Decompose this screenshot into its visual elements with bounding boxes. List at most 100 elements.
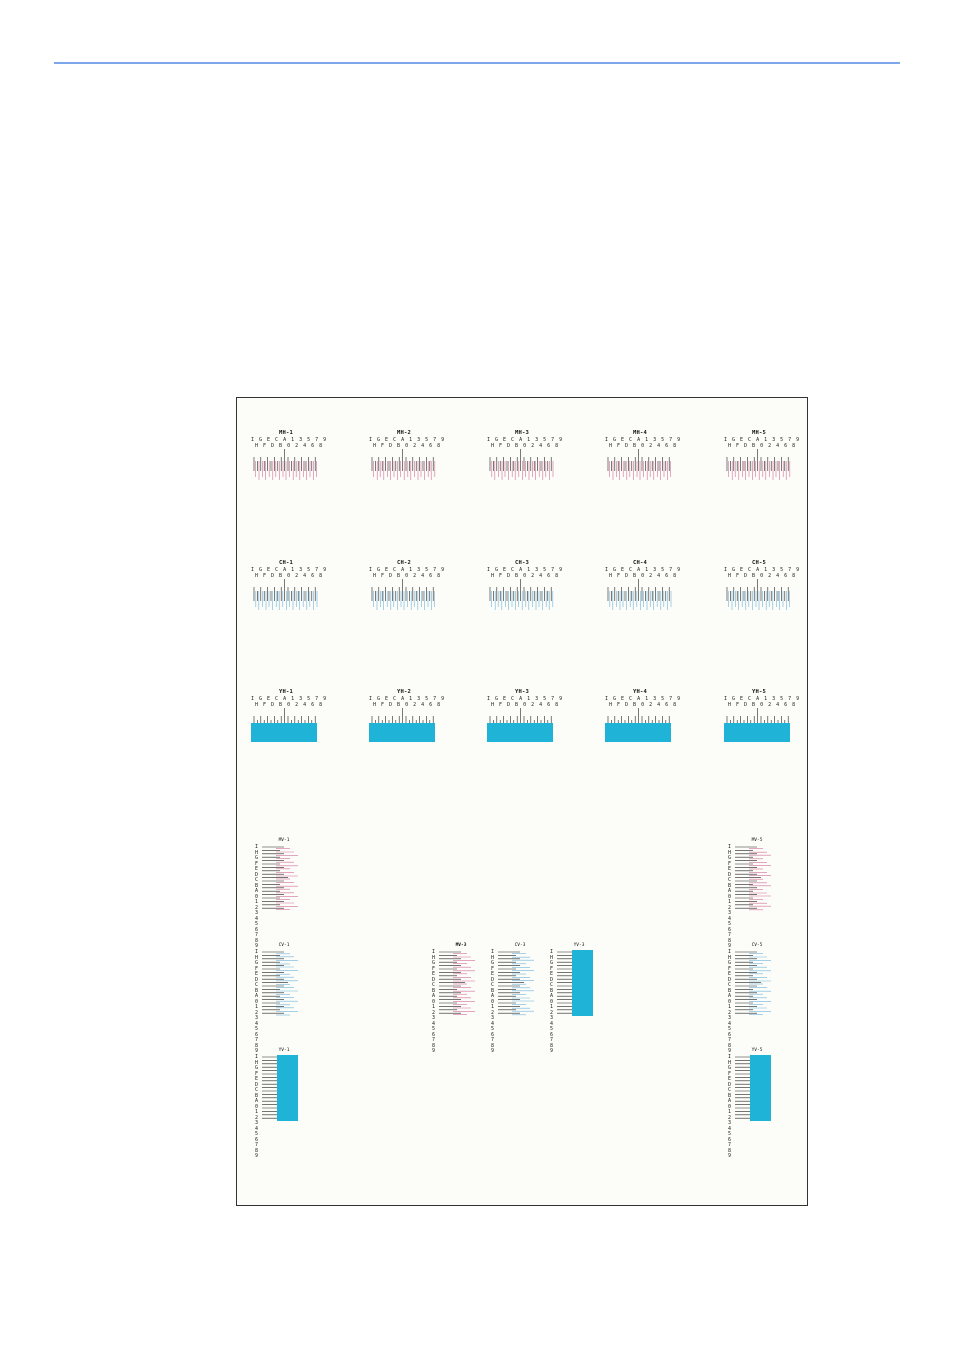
pattern-label: YV-1 [278,1048,290,1053]
scale-row-1: I G E C A 1 3 5 7 9 [605,437,682,443]
line-pattern [607,449,671,480]
line-pattern [605,708,671,742]
scale-row-2: H F D B 0 2 4 6 8 [728,443,797,449]
line-pattern [724,708,790,742]
scale-row-2: H F D B 0 2 4 6 8 [609,443,678,449]
scale-letters: I H G F E D C B A 0 1 2 3 4 5 6 7 8 9 [255,844,259,949]
scale-row-1: I G E C A 1 3 5 7 9 [251,437,328,443]
pattern-yh-1: YH-1 I G E C A 1 3 5 7 9 H F D B 0 2 4 6… [251,689,326,749]
scale-row-1: I G E C A 1 3 5 7 9 [724,696,801,702]
scale-letters: I H G F E D C B A 0 1 2 3 4 5 6 7 8 9 [255,1054,259,1159]
pattern-cv-3: CV-3 I H G F E D C B A 0 1 2 3 4 5 6 7 8… [491,943,541,1054]
scale-row-2: H F D B 0 2 4 6 8 [373,702,442,708]
pattern-label: CH-4 [632,560,648,566]
pattern-label: YV-5 [751,1048,763,1053]
pattern-label: YH-4 [632,689,648,695]
line-pattern [489,579,554,610]
pattern-yh-5: YH-5 I G E C A 1 3 5 7 9 H F D B 0 2 4 6… [724,689,799,749]
scale-row-1: I G E C A 1 3 5 7 9 [369,437,446,443]
line-pattern [371,449,436,480]
pattern-label: MV-5 [751,838,763,843]
line-pattern [369,708,435,742]
scale-row-2: H F D B 0 2 4 6 8 [609,573,678,579]
scale-row-2: H F D B 0 2 4 6 8 [728,573,797,579]
line-pattern [498,951,534,1016]
line-pattern [251,708,317,742]
line-pattern [262,1055,298,1121]
pattern-label: YV-3 [573,943,585,948]
scale-letters: I H G F E D C B A 0 1 2 3 4 5 6 7 8 9 [550,949,554,1054]
scale-row-1: I G E C A 1 3 5 7 9 [251,567,328,573]
scale-letters: I H G F E D C B A 0 1 2 3 4 5 6 7 8 9 [432,949,436,1054]
pattern-mh-3: MH-3 I G E C A 1 3 5 7 9 H F D B 0 2 4 6… [487,430,562,490]
pattern-label: YH-1 [278,689,294,695]
pattern-mh-4: MH-4 I G E C A 1 3 5 7 9 H F D B 0 2 4 6… [605,430,680,490]
line-pattern [735,846,771,911]
pattern-mh-2: MH-2 I G E C A 1 3 5 7 9 H F D B 0 2 4 6… [369,430,444,490]
scale-letters: I H G F E D C B A 0 1 2 3 4 5 6 7 8 9 [728,949,732,1054]
pattern-label: MV-1 [278,838,290,843]
scale-row-1: I G E C A 1 3 5 7 9 [369,567,446,573]
pattern-ch-4: CH-4 I G E C A 1 3 5 7 9 H F D B 0 2 4 6… [605,560,680,620]
scale-row-2: H F D B 0 2 4 6 8 [255,573,324,579]
pattern-yh-4: YH-4 I G E C A 1 3 5 7 9 H F D B 0 2 4 6… [605,689,680,749]
scale-row-1: I G E C A 1 3 5 7 9 [605,696,682,702]
pattern-label: CV-5 [751,943,763,948]
line-pattern [726,449,791,480]
pattern-label: MH-5 [751,430,767,436]
line-pattern [487,708,553,742]
pattern-cv-5: CV-5 I H G F E D C B A 0 1 2 3 4 5 6 7 8… [728,943,778,1054]
line-pattern [262,846,298,910]
pattern-label: YH-2 [396,689,412,695]
scale-letters: I H G F E D C B A 0 1 2 3 4 5 6 7 8 9 [728,1054,732,1159]
pattern-yv-1: YV-1 I H G F E D C B A 0 1 2 3 4 5 6 7 8… [255,1048,305,1159]
line-pattern [735,1055,771,1121]
pattern-label: MH-2 [396,430,412,436]
header-rule [54,62,900,64]
line-pattern [489,449,554,480]
pattern-ch-2: CH-2 I G E C A 1 3 5 7 9 H F D B 0 2 4 6… [369,560,444,620]
scale-row-1: I G E C A 1 3 5 7 9 [724,437,801,443]
pattern-label: CV-3 [514,943,526,948]
pattern-label: MH-3 [514,430,530,436]
pattern-yh-2: YH-2 I G E C A 1 3 5 7 9 H F D B 0 2 4 6… [369,689,444,749]
line-pattern [726,579,790,610]
line-pattern [262,951,298,1016]
adjustment-chart-sheet: MH-1 I G E C A 1 3 5 7 9 H F D B 0 2 4 6… [236,397,808,1206]
scale-row-1: I G E C A 1 3 5 7 9 [251,696,328,702]
scale-row-1: I G E C A 1 3 5 7 9 [605,567,682,573]
scale-row-2: H F D B 0 2 4 6 8 [728,702,797,708]
line-pattern [253,579,318,610]
pattern-mv-1: MV-1 I H G F E D C B A 0 1 2 3 4 5 6 7 8… [255,838,305,949]
pattern-yv-5: YV-5 I H G F E D C B A 0 1 2 3 4 5 6 7 8… [728,1048,778,1159]
pattern-label: MV-3 [455,943,467,948]
scale-row-1: I G E C A 1 3 5 7 9 [487,567,564,573]
pattern-label: YH-3 [514,689,530,695]
pattern-ch-1: CH-1 I G E C A 1 3 5 7 9 H F D B 0 2 4 6… [251,560,326,620]
pattern-cv-1: CV-1 I H G F E D C B A 0 1 2 3 4 5 6 7 8… [255,943,305,1054]
line-pattern [371,579,435,610]
line-pattern [557,950,593,1016]
pattern-ch-5: CH-5 I G E C A 1 3 5 7 9 H F D B 0 2 4 6… [724,560,799,620]
pattern-mh-5: MH-5 I G E C A 1 3 5 7 9 H F D B 0 2 4 6… [724,430,799,490]
scale-row-2: H F D B 0 2 4 6 8 [491,573,560,579]
pattern-label: CH-1 [278,560,294,566]
scale-row-2: H F D B 0 2 4 6 8 [609,702,678,708]
pattern-mh-1: MH-1 I G E C A 1 3 5 7 9 H F D B 0 2 4 6… [251,430,326,490]
scale-letters: I H G F E D C B A 0 1 2 3 4 5 6 7 8 9 [255,949,259,1054]
pattern-yv-3: YV-3 I H G F E D C B A 0 1 2 3 4 5 6 7 8… [550,943,600,1054]
pattern-label: CV-1 [278,943,290,948]
pattern-label: MH-1 [278,430,294,436]
pattern-label: MH-4 [632,430,648,436]
line-pattern [607,579,672,610]
pattern-label: CH-2 [396,560,412,566]
scale-row-2: H F D B 0 2 4 6 8 [491,443,560,449]
scale-letters: I H G F E D C B A 0 1 2 3 4 5 6 7 8 9 [491,949,495,1054]
pattern-label: CH-5 [751,560,767,566]
pattern-yh-3: YH-3 I G E C A 1 3 5 7 9 H F D B 0 2 4 6… [487,689,562,749]
scale-row-2: H F D B 0 2 4 6 8 [491,702,560,708]
pattern-mv-5: MV-5 I H G F E D C B A 0 1 2 3 4 5 6 7 8… [728,838,778,949]
scale-row-1: I G E C A 1 3 5 7 9 [487,437,564,443]
scale-row-2: H F D B 0 2 4 6 8 [255,443,324,449]
pattern-ch-3: CH-3 I G E C A 1 3 5 7 9 H F D B 0 2 4 6… [487,560,562,620]
